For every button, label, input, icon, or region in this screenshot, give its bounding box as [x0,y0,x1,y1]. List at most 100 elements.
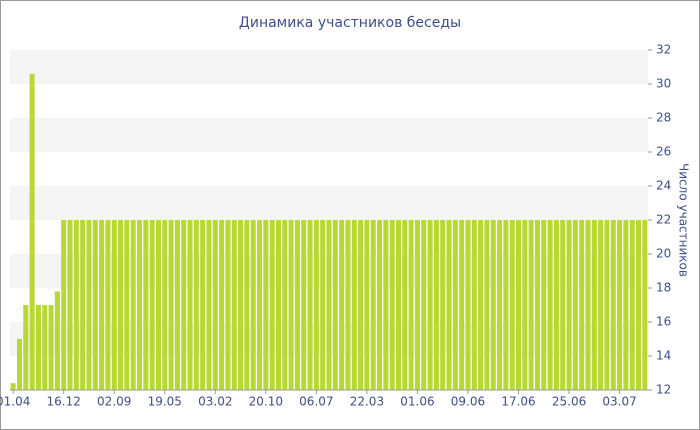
bar [402,220,408,390]
bar [80,220,86,390]
bar [16,339,23,390]
bar [219,220,225,390]
bar [269,220,275,390]
y-tick-label: 26 [656,145,671,159]
bar [515,220,522,390]
bar [452,220,458,390]
x-tick-label: 03.07 [602,395,636,409]
bar [307,220,313,390]
bar [10,383,16,390]
x-tick-label: 17.06 [501,395,535,409]
bar [282,220,288,390]
bar [250,220,256,390]
y-tick-label: 16 [656,315,671,329]
y-tick-label: 24 [656,179,671,193]
y-tick-label: 32 [656,43,671,57]
bar [623,220,629,390]
bar [212,220,218,390]
bar [238,220,244,390]
bar [503,220,509,390]
x-tick-label: 02.09 [97,395,131,409]
x-tick-label: 01.04 [0,395,30,409]
bar [566,220,572,390]
bar [408,220,414,390]
bar [67,220,73,390]
y-tick-label: 14 [656,349,671,363]
bar [339,220,345,390]
bar [320,220,326,390]
bar [459,220,465,390]
bar [23,305,29,390]
bar [73,220,79,390]
bar [534,220,540,390]
bar [427,220,433,390]
chart-title: Динамика участников беседы [239,15,461,31]
bar [591,220,597,390]
bar [490,220,496,390]
bar [358,220,364,390]
bar [256,220,263,390]
bar [440,220,446,390]
bar [433,220,439,390]
bar [263,220,269,390]
bar [377,220,383,390]
bar [130,220,136,390]
bar [522,220,528,390]
x-tick-label: 03.02 [198,395,232,409]
x-tick-label: 06.07 [299,395,333,409]
bar [617,220,623,390]
bar [471,220,477,390]
bar [421,220,427,390]
bar [326,220,332,390]
bar [206,220,212,390]
grid-band [10,186,648,220]
bar [288,220,294,390]
x-tick-label: 09.06 [451,395,485,409]
bar [155,220,161,390]
bar [313,220,319,390]
bar [642,220,648,390]
grid-band [10,118,648,152]
x-tick-label: 19.05 [148,395,182,409]
bar [92,220,98,390]
bar [560,220,566,390]
bar [604,220,610,390]
bar [465,220,471,390]
bar [99,220,105,390]
bar [572,220,578,390]
bar [244,220,250,390]
bar [168,220,174,390]
bar [143,220,149,390]
y-tick-label: 22 [656,213,671,227]
bar [585,220,591,390]
bar [351,220,357,390]
bar [635,220,642,390]
y-tick-label: 20 [656,247,671,261]
x-tick-label: 16.12 [47,395,81,409]
bar [86,220,92,390]
bar [414,220,420,390]
bar [332,220,338,390]
bar [48,305,54,390]
bar [54,291,60,390]
bar [345,220,351,390]
bar [42,305,48,390]
bar [446,220,452,390]
bar [629,220,635,390]
bar [225,220,231,390]
bar [301,220,307,390]
bar [395,220,402,390]
bar [598,220,604,390]
bar [61,220,67,390]
bar [497,220,503,390]
bar [111,220,117,390]
bar [105,220,111,390]
bar [29,73,35,391]
bar [275,220,281,390]
x-tick-label: 01.06 [400,395,434,409]
bar [193,220,199,390]
bar [389,220,395,390]
bar [553,220,559,390]
y-tick-label: 30 [656,77,671,91]
